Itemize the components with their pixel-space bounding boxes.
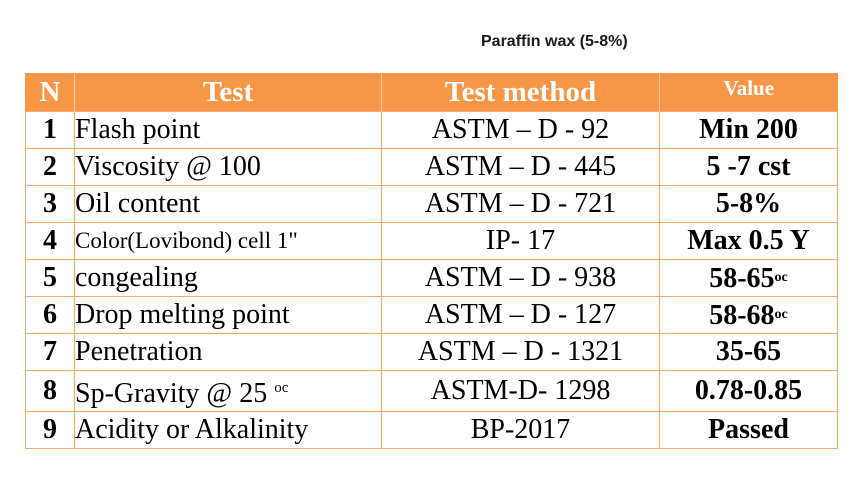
row-number: 5 — [25, 259, 75, 297]
table-row: 3 Oil content ASTM – D - 721 5-8% — [25, 185, 838, 223]
table-row: 4 Color(Lovibond) cell 1" IP- 17 Max 0.5… — [25, 222, 838, 260]
test-name: Color(Lovibond) cell 1" — [74, 222, 382, 260]
test-method: ASTM – D - 721 — [381, 185, 660, 223]
row-number: 6 — [25, 296, 75, 334]
header-n: N — [25, 73, 75, 112]
row-number: 8 — [25, 370, 75, 412]
test-value-cell: 58-65oc — [659, 259, 838, 297]
test-value: Max 0.5 Y — [659, 222, 838, 260]
test-name: Drop melting point — [74, 296, 382, 334]
test-name-cell: Sp-Gravity @ 25 oc — [74, 370, 382, 412]
test-method: BP-2017 — [381, 411, 660, 449]
spec-table: N Test Test method Value 1 Flash point A… — [25, 73, 838, 449]
test-name: Sp-Gravity @ 25 — [75, 378, 268, 409]
row-number: 4 — [25, 222, 75, 260]
test-name: Acidity or Alkalinity — [74, 411, 382, 449]
test-method: ASTM – D - 1321 — [381, 333, 660, 371]
test-value: 58-68 — [709, 299, 775, 331]
table-row: 2 Viscosity @ 100 ASTM – D - 445 5 -7 cs… — [25, 148, 838, 186]
table-row: 9 Acidity or Alkalinity BP-2017 Passed — [25, 411, 838, 449]
test-value-cell: 58-68oc — [659, 296, 838, 334]
table-row: 7 Penetration ASTM – D - 1321 35-65 — [25, 333, 838, 371]
test-value: Min 200 — [659, 111, 838, 149]
table-header-row: N Test Test method Value — [25, 73, 838, 112]
test-method: ASTM – D - 445 — [381, 148, 660, 186]
row-number: 9 — [25, 411, 75, 449]
table-row: 5 congealing ASTM – D - 938 58-65oc — [25, 259, 838, 297]
test-name: congealing — [74, 259, 382, 297]
test-value: 5 -7 cst — [659, 148, 838, 186]
row-number: 3 — [25, 185, 75, 223]
test-value: Passed — [659, 411, 838, 449]
table-row: 6 Drop melting point ASTM – D - 127 58-6… — [25, 296, 838, 334]
test-value: 58-65 — [709, 262, 775, 294]
test-method: ASTM – D - 92 — [381, 111, 660, 149]
degree-unit: oc — [774, 306, 788, 322]
table-row: 8 Sp-Gravity @ 25 oc ASTM-D- 1298 0.78-0… — [25, 370, 838, 412]
header-test: Test — [74, 73, 382, 112]
header-value: Value — [659, 73, 838, 112]
row-number: 7 — [25, 333, 75, 371]
degree-unit: oc — [774, 269, 788, 285]
table-row: 1 Flash point ASTM – D - 92 Min 200 — [25, 111, 838, 149]
test-method: IP- 17 — [381, 222, 660, 260]
test-method: ASTM – D - 127 — [381, 296, 660, 334]
test-name: Flash point — [74, 111, 382, 149]
test-name: Viscosity @ 100 — [74, 148, 382, 186]
row-number: 2 — [25, 148, 75, 186]
degree-unit: oc — [274, 380, 289, 396]
test-name: Oil content — [74, 185, 382, 223]
header-test-method: Test method — [381, 73, 660, 112]
page-title: Paraffin wax (5-8%) — [481, 33, 628, 50]
test-method: ASTM-D- 1298 — [381, 370, 660, 412]
row-number: 1 — [25, 111, 75, 149]
test-value: 5-8% — [659, 185, 838, 223]
test-value: 0.78-0.85 — [659, 370, 838, 412]
test-value: 35-65 — [659, 333, 838, 371]
test-name: Penetration — [74, 333, 382, 371]
test-method: ASTM – D - 938 — [381, 259, 660, 297]
